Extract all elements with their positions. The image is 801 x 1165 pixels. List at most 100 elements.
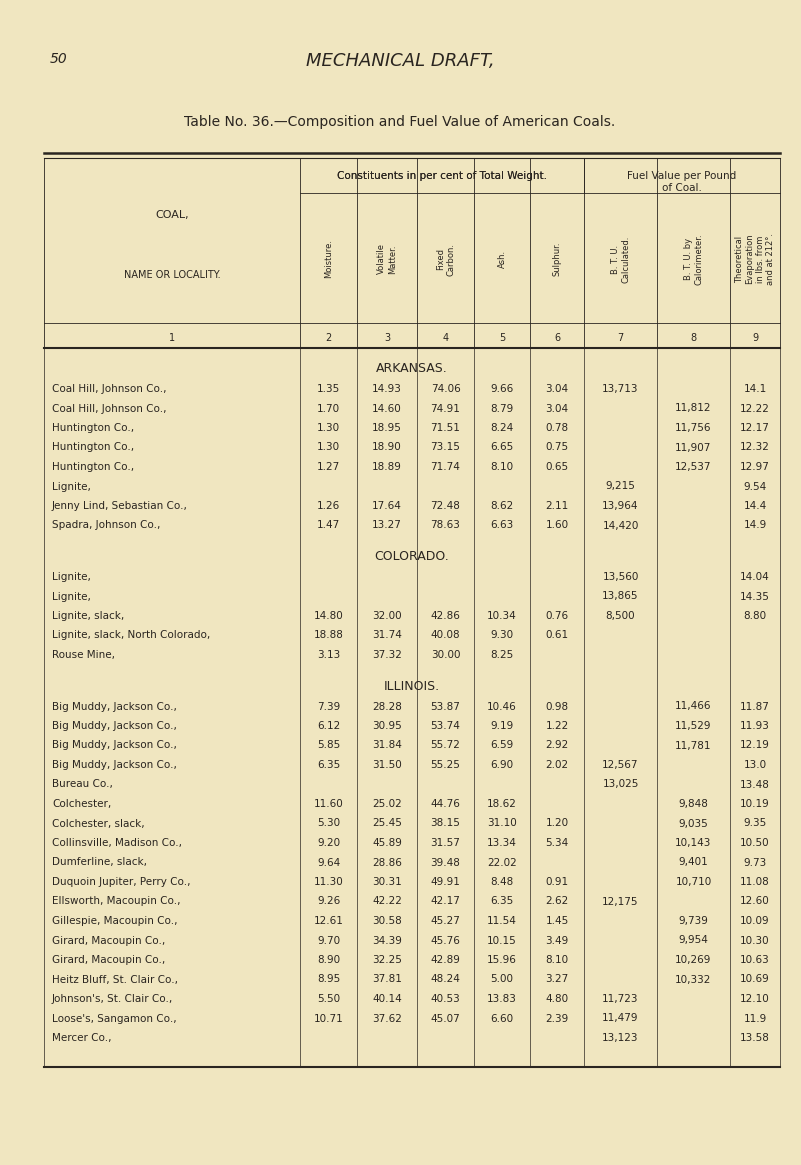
Text: Loose's, Sangamon Co.,: Loose's, Sangamon Co., [52,1014,177,1024]
Text: 1.47: 1.47 [317,521,340,530]
Text: 6: 6 [554,333,560,343]
Text: 14.1: 14.1 [743,384,767,394]
Text: 1.26: 1.26 [317,501,340,511]
Text: 10,710: 10,710 [675,877,711,887]
Text: 9.64: 9.64 [317,857,340,868]
Text: Volatile
Matter.: Volatile Matter. [377,243,396,275]
Text: 42.86: 42.86 [431,610,461,621]
Text: 1.20: 1.20 [545,819,569,828]
Text: 3.04: 3.04 [545,384,569,394]
Text: 11.93: 11.93 [740,721,770,730]
Text: 25.45: 25.45 [372,819,402,828]
Text: Johnson's, St. Clair Co.,: Johnson's, St. Clair Co., [52,994,173,1004]
Text: Lignite,: Lignite, [52,592,91,601]
Text: 30.58: 30.58 [372,916,402,926]
Text: B. T. U. by
Calorimeter.: B. T. U. by Calorimeter. [684,233,703,284]
Text: 3.27: 3.27 [545,974,569,984]
Text: 9.73: 9.73 [743,857,767,868]
Text: Lignite, slack,: Lignite, slack, [52,610,124,621]
Text: 9.66: 9.66 [490,384,513,394]
Text: 7: 7 [618,333,624,343]
Text: Gillespie, Macoupin Co.,: Gillespie, Macoupin Co., [52,916,178,926]
Text: 6.35: 6.35 [317,760,340,770]
Text: ARKANSAS.: ARKANSAS. [376,362,448,375]
Text: 6.90: 6.90 [490,760,513,770]
Text: 8.10: 8.10 [490,463,513,472]
Text: 11,781: 11,781 [675,741,712,750]
Text: Bureau Co.,: Bureau Co., [52,779,113,790]
Text: 2: 2 [325,333,332,343]
Text: 42.22: 42.22 [372,897,402,906]
Text: 4.80: 4.80 [545,994,569,1004]
Text: Fixed
Carbon.: Fixed Carbon. [436,242,455,275]
Text: 44.76: 44.76 [431,799,461,809]
Text: 45.27: 45.27 [431,916,461,926]
Text: 5.34: 5.34 [545,838,569,848]
Text: 18.90: 18.90 [372,443,402,452]
Text: 1.22: 1.22 [545,721,569,730]
Text: 3.04: 3.04 [545,403,569,414]
Text: 1.45: 1.45 [545,916,569,926]
Text: 5.30: 5.30 [317,819,340,828]
Text: COLORADO.: COLORADO. [375,550,449,563]
Text: 31.50: 31.50 [372,760,402,770]
Text: 17.64: 17.64 [372,501,402,511]
Text: 10.69: 10.69 [740,974,770,984]
Text: 13,964: 13,964 [602,501,638,511]
Text: 1.30: 1.30 [317,443,340,452]
Text: 11.08: 11.08 [740,877,770,887]
Text: Coal Hill, Johnson Co.,: Coal Hill, Johnson Co., [52,384,167,394]
Text: Rouse Mine,: Rouse Mine, [52,650,115,661]
Text: 39.48: 39.48 [431,857,461,868]
Text: 72.48: 72.48 [431,501,461,511]
Text: 13.27: 13.27 [372,521,402,530]
Text: 8,500: 8,500 [606,610,635,621]
Text: 11.9: 11.9 [743,1014,767,1024]
Text: 45.76: 45.76 [431,935,461,946]
Text: 5: 5 [499,333,505,343]
Text: 13,123: 13,123 [602,1033,638,1043]
Text: 14.9: 14.9 [743,521,767,530]
Text: 2.62: 2.62 [545,897,569,906]
Text: 1.35: 1.35 [317,384,340,394]
Text: Fuel Value per Pound
of Coal.: Fuel Value per Pound of Coal. [627,171,737,192]
Text: 8.80: 8.80 [743,610,767,621]
Text: 12,567: 12,567 [602,760,638,770]
Text: 12.22: 12.22 [740,403,770,414]
Text: 10.30: 10.30 [740,935,770,946]
Text: 9.35: 9.35 [743,819,767,828]
Text: 1.27: 1.27 [317,463,340,472]
Text: 13.83: 13.83 [487,994,517,1004]
Text: 13,560: 13,560 [602,572,638,582]
Text: 14.93: 14.93 [372,384,402,394]
Text: 40.53: 40.53 [431,994,461,1004]
Text: Ellsworth, Macoupin Co.,: Ellsworth, Macoupin Co., [52,897,180,906]
Text: 12.32: 12.32 [740,443,770,452]
Text: 11,756: 11,756 [675,423,712,433]
Text: 12.17: 12.17 [740,423,770,433]
Text: 0.98: 0.98 [545,701,569,712]
Text: 0.75: 0.75 [545,443,569,452]
Text: 9.20: 9.20 [317,838,340,848]
Text: 14.80: 14.80 [314,610,344,621]
Text: 9,954: 9,954 [678,935,708,946]
Text: Colchester, slack,: Colchester, slack, [52,819,145,828]
Text: 10,332: 10,332 [675,974,711,984]
Text: 12,175: 12,175 [602,897,638,906]
Text: 8.95: 8.95 [317,974,340,984]
Text: Huntington Co.,: Huntington Co., [52,423,134,433]
Text: 8.24: 8.24 [490,423,513,433]
Text: 12,537: 12,537 [675,463,712,472]
Text: Table No. 36.—Composition and Fuel Value of American Coals.: Table No. 36.—Composition and Fuel Value… [184,115,616,129]
Text: 10,269: 10,269 [675,955,711,965]
Text: 10.50: 10.50 [740,838,770,848]
Text: 9,848: 9,848 [678,799,708,809]
Text: 1.60: 1.60 [545,521,569,530]
Text: MECHANICAL DRAFT,: MECHANICAL DRAFT, [306,52,494,70]
Text: 18.62: 18.62 [487,799,517,809]
Text: Duquoin Jupiter, Perry Co.,: Duquoin Jupiter, Perry Co., [52,877,191,887]
Text: 8.25: 8.25 [490,650,513,661]
Text: Constituents in per cent of Total Weight.: Constituents in per cent of Total Weight… [337,171,547,181]
Text: 6.59: 6.59 [490,741,513,750]
Text: 11,466: 11,466 [675,701,712,712]
